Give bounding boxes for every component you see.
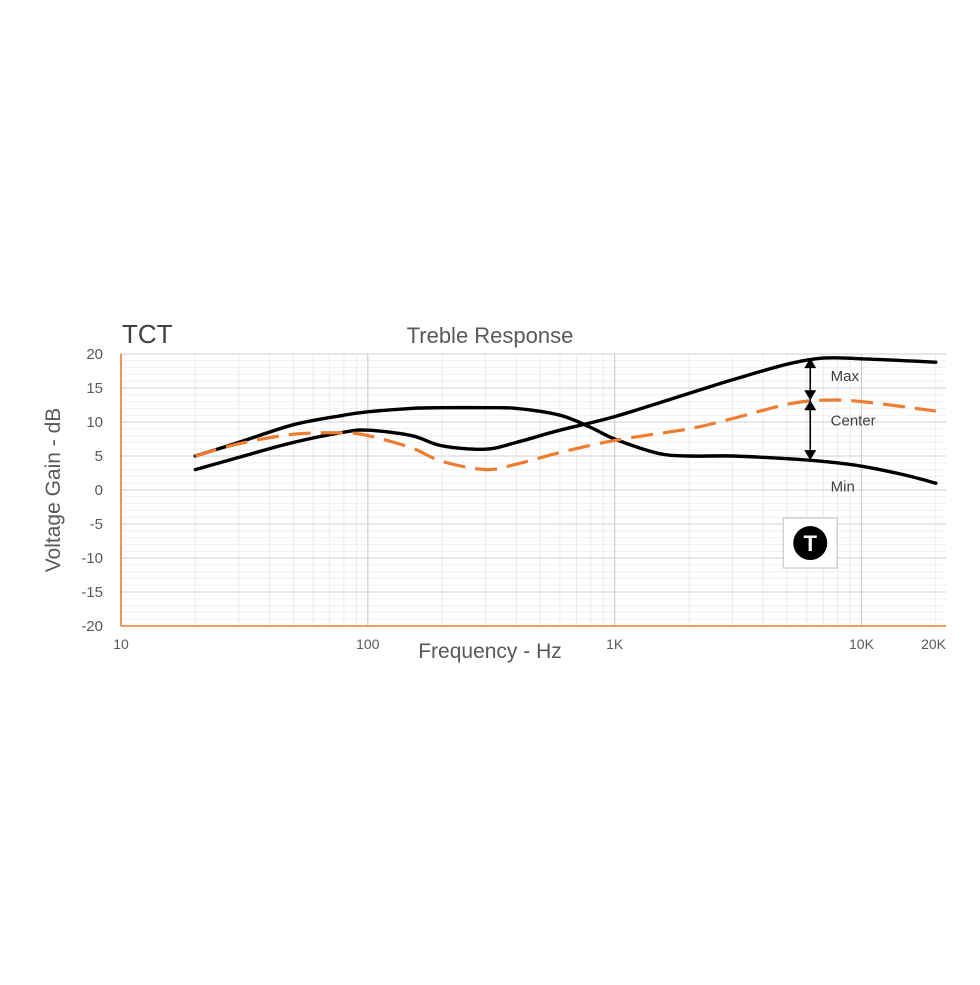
- arrow-head: [804, 400, 817, 411]
- x-axis-label: Frequency - Hz: [418, 640, 562, 663]
- badge-circle: [793, 526, 828, 561]
- x-tick-label: 100: [356, 636, 380, 652]
- arrow-head: [804, 390, 817, 401]
- y-tick-label: -5: [90, 516, 103, 533]
- y-tick-label: 20: [86, 346, 103, 363]
- x-tick-label: 1K: [606, 636, 624, 652]
- x-tick-label: 10: [113, 636, 129, 652]
- y-tick-label: -10: [81, 550, 103, 567]
- series-annotation-min: Min: [831, 479, 855, 496]
- x-tick-label: 10K: [849, 636, 875, 652]
- y-tick-label: -20: [81, 618, 103, 635]
- y-tick-label: 15: [86, 380, 103, 397]
- annotation-layer: Max Center Min T: [782, 358, 876, 569]
- badge-letter: T: [804, 531, 818, 556]
- corner-label: TCT: [122, 319, 173, 349]
- y-tick-label: 0: [95, 482, 103, 499]
- y-axis-label: Voltage Gain - dB: [42, 408, 65, 573]
- chart-title: Treble Response: [407, 323, 574, 348]
- grid-layer: [120, 353, 946, 626]
- y-tick-label: 5: [95, 448, 103, 465]
- axis-layer: 20 15 10 5 0 -5 -10 -15 -20 10 100 1K 10K 20K: [81, 346, 946, 652]
- series-annotation-max: Max: [831, 368, 860, 385]
- series-layer: [193, 356, 938, 485]
- series-line-min: [193, 405, 938, 485]
- y-tick-label: -15: [81, 584, 103, 601]
- series-annotation-center: Center: [831, 413, 876, 430]
- arrow-head: [804, 450, 817, 461]
- series-line-center: [194, 398, 937, 472]
- label-layer: TCT Treble Response Frequency - Hz Volta…: [42, 319, 573, 663]
- y-tick-label: 10: [86, 414, 103, 431]
- x-tick-label: 20K: [921, 636, 947, 652]
- arrow-head: [804, 358, 817, 369]
